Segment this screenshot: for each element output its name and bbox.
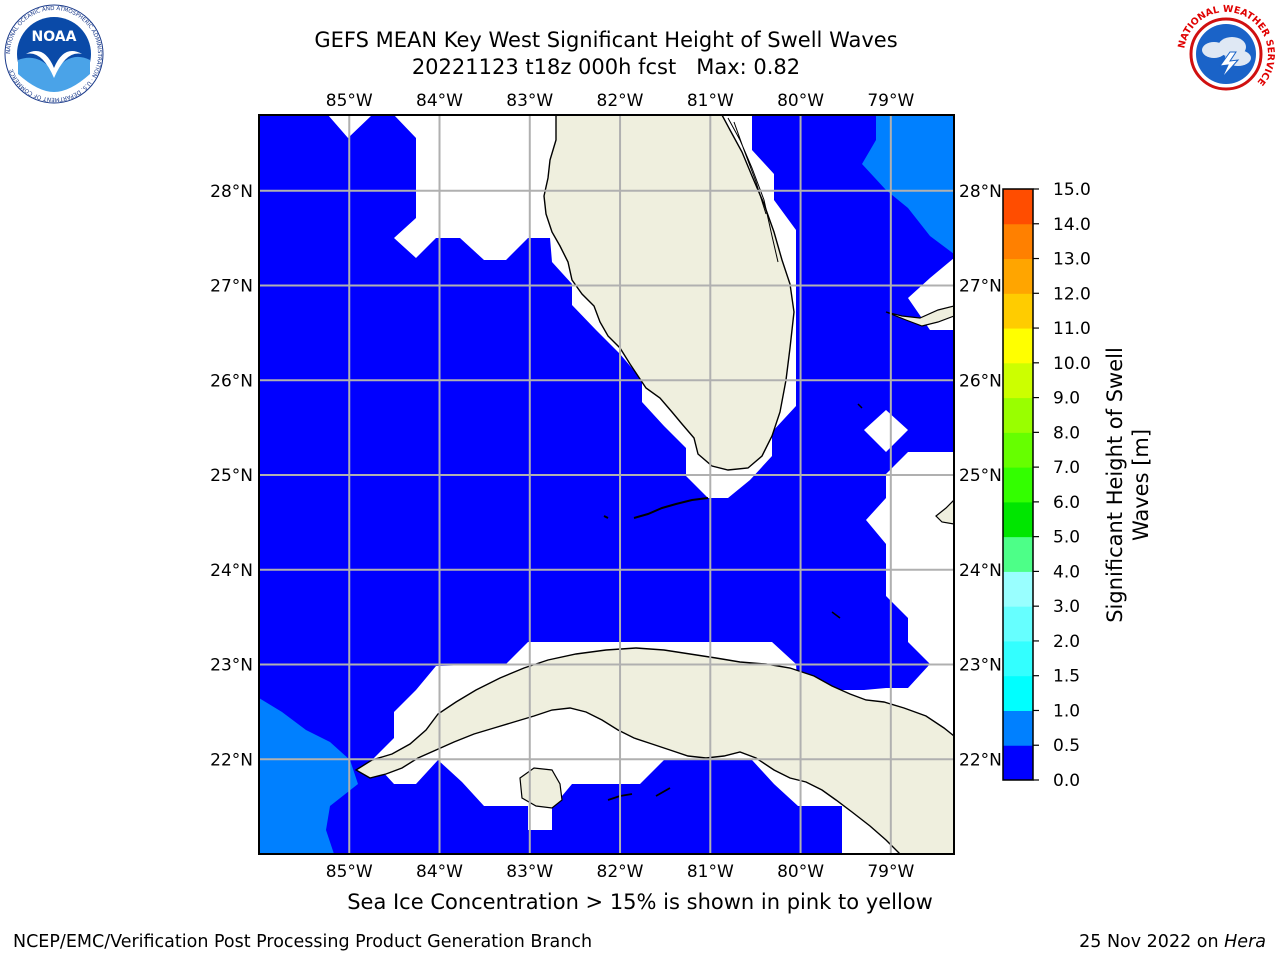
colorbar-swatch [1003,397,1033,433]
colorbar-tick-label: 8.0 [1053,423,1080,443]
colorbar-frame [1002,188,1034,781]
gridlines [259,115,954,854]
lon-tick-label: 82°W [597,91,644,111]
lat-tick-label: 27°N [210,277,253,297]
lon-tick-label: 82°W [597,862,644,882]
colorbar-swatch [1003,432,1033,468]
chart-title: GEFS MEAN Key West Significant Height of… [314,28,898,52]
colorbar-swatch [1003,710,1033,746]
colorbar-tick-label: 11.0 [1053,319,1091,339]
lon-tick-label: 81°W [687,91,734,111]
colorbar-swatch [1003,675,1033,711]
island [603,515,609,519]
footer-credit: NCEP/EMC/Verification Post Processing Pr… [13,932,593,952]
cuba-land [354,647,954,854]
lon-tick-label: 79°W [867,91,914,111]
colorbar-swatch [1003,362,1033,399]
colorbar-tick-label: 0.0 [1053,771,1080,791]
lat-tick-label: 27°N [959,277,1002,297]
colorbar: 15.0 14.0 13.0 12.0 11.0 10.0 9.0 8.0 7.0 6.0 5.0 4… [1002,180,1091,791]
colorbar-swatch [1003,606,1033,642]
map-frame [258,114,955,855]
florida-keys [633,497,709,519]
lon-tick-label: 85°W [326,91,373,111]
bahamas-cay [831,403,863,619]
lat-tick-label: 26°N [959,371,1002,391]
noaa-logo-icon: NOAA NATIONAL OCEANIC AND ATMOSPHERIC AD… [4,4,104,104]
lat-tick-label: 22°N [959,750,1002,770]
colorbar-tick-label: 1.5 [1053,667,1080,687]
colorbar-tick-label: 0.5 [1053,736,1080,756]
lon-tick-label: 85°W [326,862,373,882]
colorbar-label: Significant Height of SwellWaves [m] [1103,347,1153,623]
lat-tick-label: 22°N [210,750,253,770]
lon-tick-label: 79°W [867,862,914,882]
bahamas-island-2 [935,499,954,525]
colorbar-swatch [1003,223,1033,260]
colorbar-swatch [1003,189,1033,225]
colorbar-tick-label: 12.0 [1053,284,1091,304]
colorbar-tick-label: 15.0 [1053,180,1091,200]
lat-labels-left: 28°N 27°N 26°N 25°N 24°N 23°N 22°N [210,182,253,770]
colorbar-tick-label: 13.0 [1053,250,1091,270]
lat-tick-label: 26°N [210,371,253,391]
lat-tick-label: 25°N [210,466,253,486]
colorbar-tick-label: 5.0 [1053,528,1080,548]
lat-tick-label: 24°N [210,561,253,581]
lon-tick-label: 83°W [506,91,553,111]
colorbar-swatch [1003,571,1033,607]
colorbar-tick-label: 14.0 [1053,215,1091,235]
lon-tick-label: 81°W [687,862,734,882]
lon-tick-label: 84°W [416,862,463,882]
bahamas-island [885,305,954,327]
colorbar-tick-label: 4.0 [1053,562,1080,582]
nws-logo-icon: NATIONAL WEATHER SERVICE [1176,4,1276,103]
colorbar-tick-label: 6.0 [1053,493,1080,513]
colorbar-swatch [1003,293,1033,329]
lon-tick-label: 84°W [416,91,463,111]
colorbar-tick-label: 9.0 [1053,389,1080,409]
colorbar-swatch [1003,467,1033,503]
florida-coast-detail [727,117,779,263]
swell-0-0.5-region [259,115,954,854]
lat-tick-label: 24°N [959,561,1002,581]
footer-machine: Hera [1224,932,1266,952]
lat-tick-label: 23°N [959,656,1002,676]
svg-text:NOAA: NOAA [32,29,77,45]
colorbar-swatch [1003,501,1033,538]
nodata-patch [864,410,908,452]
lat-tick-label: 28°N [959,182,1002,202]
lat-tick-label: 28°N [210,182,253,202]
lat-labels-right: 28°N 27°N 26°N 25°N 24°N 23°N 22°N [959,182,1002,770]
map-area [259,115,954,854]
sea-ice-note: Sea Ice Concentration > 15% is shown in … [347,890,933,914]
footer-date: 25 Nov 2022 on Hera [1079,932,1266,952]
colorbar-tick-label: 10.0 [1053,354,1091,374]
colorbar-swatch [1003,258,1033,294]
swell-0.5-1.0-region-ne [862,115,954,254]
colorbar-tick-label: 2.0 [1053,632,1080,652]
lon-tick-label: 80°W [777,91,824,111]
colorbar-swatch [1003,536,1033,572]
lat-tick-label: 23°N [210,656,253,676]
lon-labels-bottom: 85°W 84°W 83°W 82°W 81°W 80°W 79°W [326,862,915,882]
colorbar-tick-label: 3.0 [1053,597,1080,617]
colorbar-swatch [1003,640,1033,677]
colorbar-tick-label: 1.0 [1053,701,1080,721]
footer-date-text: 25 Nov 2022 on [1079,932,1225,952]
chart-subtitle: 20221123 t18z 000h fcst Max: 0.82 [411,55,801,79]
colorbar-swatch [1003,328,1033,364]
colorbar-tick-label: 7.0 [1053,458,1080,478]
lon-tick-label: 80°W [777,862,824,882]
colorbar-swatch [1003,745,1033,781]
lon-labels-top: 85°W 84°W 83°W 82°W 81°W 80°W 79°W [326,91,915,111]
swell-0.5-1.0-region-sw [259,698,358,854]
lat-tick-label: 25°N [959,466,1002,486]
lon-tick-label: 83°W [506,862,553,882]
